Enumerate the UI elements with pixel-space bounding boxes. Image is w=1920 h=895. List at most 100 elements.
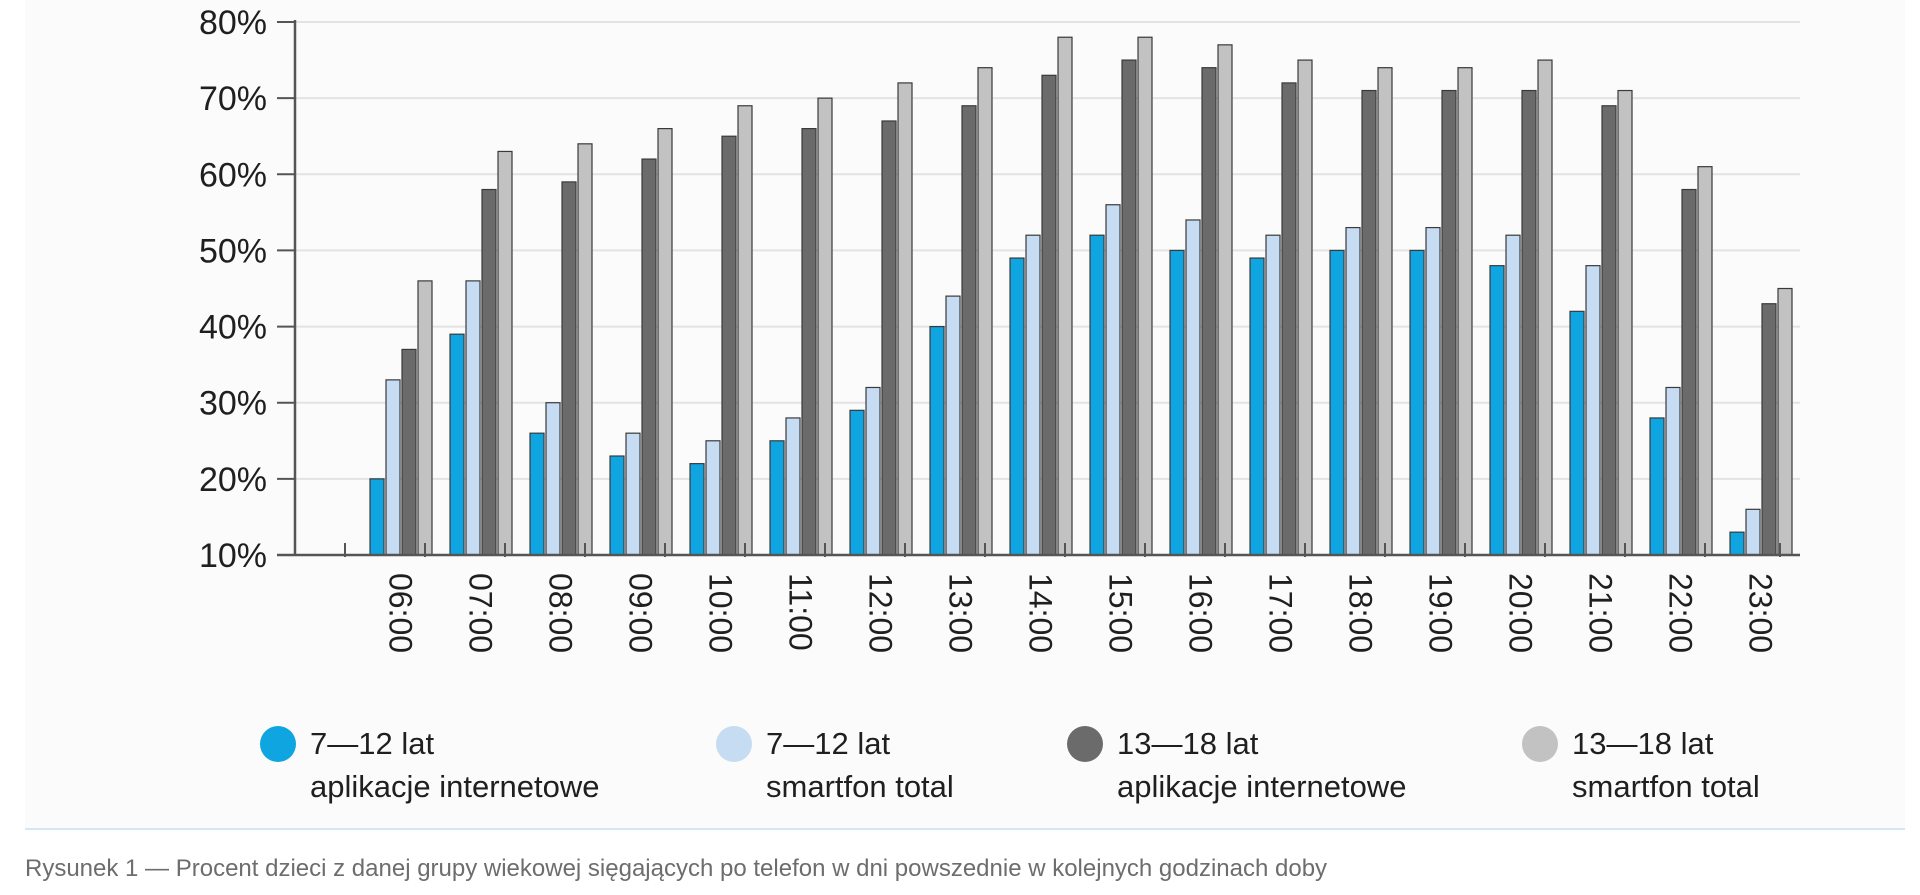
x-tick-label: 18:00 (1343, 573, 1379, 653)
y-tick-label: 30% (199, 385, 267, 423)
legend-label-line1: 7—12 lat (766, 726, 891, 761)
x-tick-label: 21:00 (1583, 573, 1619, 653)
bar (1409, 249, 1425, 556)
bar (977, 67, 993, 556)
x-tick-label: 09:00 (623, 573, 659, 653)
bar (1329, 249, 1345, 556)
legend-swatch-icon (1067, 726, 1103, 762)
y-tick-label: 20% (199, 461, 267, 499)
legend-label-line1: 13—18 lat (1572, 726, 1714, 761)
x-tick-label: 11:00 (783, 573, 819, 651)
x-tick-label: 16:00 (1183, 573, 1219, 653)
bar (897, 82, 913, 556)
bar (1297, 59, 1313, 556)
bar (1489, 265, 1505, 556)
bar (1201, 67, 1217, 556)
y-tick-label: 70% (199, 80, 267, 118)
bar (1601, 105, 1617, 556)
legend-item-7-12-smartphone: 7—12 lat smartfon total (716, 722, 954, 808)
legend-swatch-icon (1522, 726, 1558, 762)
bar (625, 432, 641, 556)
bar (1009, 257, 1025, 556)
caption-divider (25, 828, 1905, 830)
legend-label-line2: smartfon total (766, 769, 954, 804)
legend-label-line1: 7—12 lat (310, 726, 435, 761)
bar (1345, 226, 1361, 556)
bar (865, 386, 881, 556)
bar (641, 158, 657, 556)
bar (785, 417, 801, 556)
bar (849, 409, 865, 556)
x-tick-label: 15:00 (1103, 573, 1139, 653)
bar (769, 440, 785, 556)
bar (1041, 74, 1057, 556)
bar (561, 181, 577, 556)
bar (1729, 531, 1745, 556)
bar (817, 97, 833, 556)
bar (481, 188, 497, 556)
figure-caption: Rysunek 1 — Procent dzieci z danej grupy… (25, 855, 1328, 882)
bar (1057, 36, 1073, 556)
x-tick-label: 23:00 (1743, 573, 1779, 653)
x-tick-label: 17:00 (1263, 573, 1299, 653)
bar (689, 463, 705, 556)
bar (465, 280, 481, 556)
bar (801, 128, 817, 556)
legend-item-7-12-apps: 7—12 lat aplikacje internetowe (260, 722, 600, 808)
bar (1137, 36, 1153, 556)
bar (1585, 265, 1601, 556)
bar (1521, 89, 1537, 556)
bar (721, 135, 737, 556)
bar (1617, 89, 1633, 556)
bar (737, 105, 753, 556)
legend-label-line2: smartfon total (1572, 769, 1760, 804)
x-tick-label: 14:00 (1023, 573, 1059, 653)
x-tick-label: 22:00 (1663, 573, 1699, 653)
legend-swatch-icon (260, 726, 296, 762)
bar (1537, 59, 1553, 556)
figure-panel: 10% 20% 30% 40% 50% 60% 70% 80% 06:00 07:00 08:00 0… (25, 0, 1905, 828)
bar (1505, 234, 1521, 556)
x-tick-label: 19:00 (1423, 573, 1459, 653)
bar (545, 402, 561, 556)
legend-item-13-18-apps: 13—18 lat aplikacje internetowe (1067, 722, 1407, 808)
bar (1121, 59, 1137, 556)
bar (1777, 287, 1793, 556)
y-tick-label: 10% (199, 537, 267, 575)
x-tick-label: 08:00 (543, 573, 579, 653)
legend-swatch-icon (716, 726, 752, 762)
bar (929, 325, 945, 556)
bar (1169, 249, 1185, 556)
bar (1249, 257, 1265, 556)
bar (1745, 508, 1761, 556)
bar (497, 150, 513, 556)
y-tick-label: 60% (199, 156, 267, 194)
bar (369, 478, 385, 556)
bar (577, 143, 593, 556)
x-tick-label: 20:00 (1503, 573, 1539, 653)
bar (881, 120, 897, 556)
legend-label-line2: aplikacje internetowe (1117, 769, 1407, 804)
bar (449, 333, 465, 556)
bar (1665, 386, 1681, 556)
x-tick-label: 13:00 (943, 573, 979, 653)
bar (1761, 303, 1777, 556)
bar (1217, 44, 1233, 556)
bar (1089, 234, 1105, 556)
bar (961, 105, 977, 556)
bar (1569, 310, 1585, 556)
bar (1281, 82, 1297, 556)
bar (945, 295, 961, 556)
bar (401, 348, 417, 556)
bar (1265, 234, 1281, 556)
legend-label-line1: 13—18 lat (1117, 726, 1259, 761)
bar (529, 432, 545, 556)
bar (417, 280, 433, 556)
bar (1025, 234, 1041, 556)
y-tick-label: 50% (199, 232, 267, 270)
bar (1441, 89, 1457, 556)
legend-label-line2: aplikacje internetowe (310, 769, 600, 804)
y-tick-label: 40% (199, 309, 267, 347)
legend-item-13-18-smartphone: 13—18 lat smartfon total (1522, 722, 1760, 808)
bar (1185, 219, 1201, 556)
